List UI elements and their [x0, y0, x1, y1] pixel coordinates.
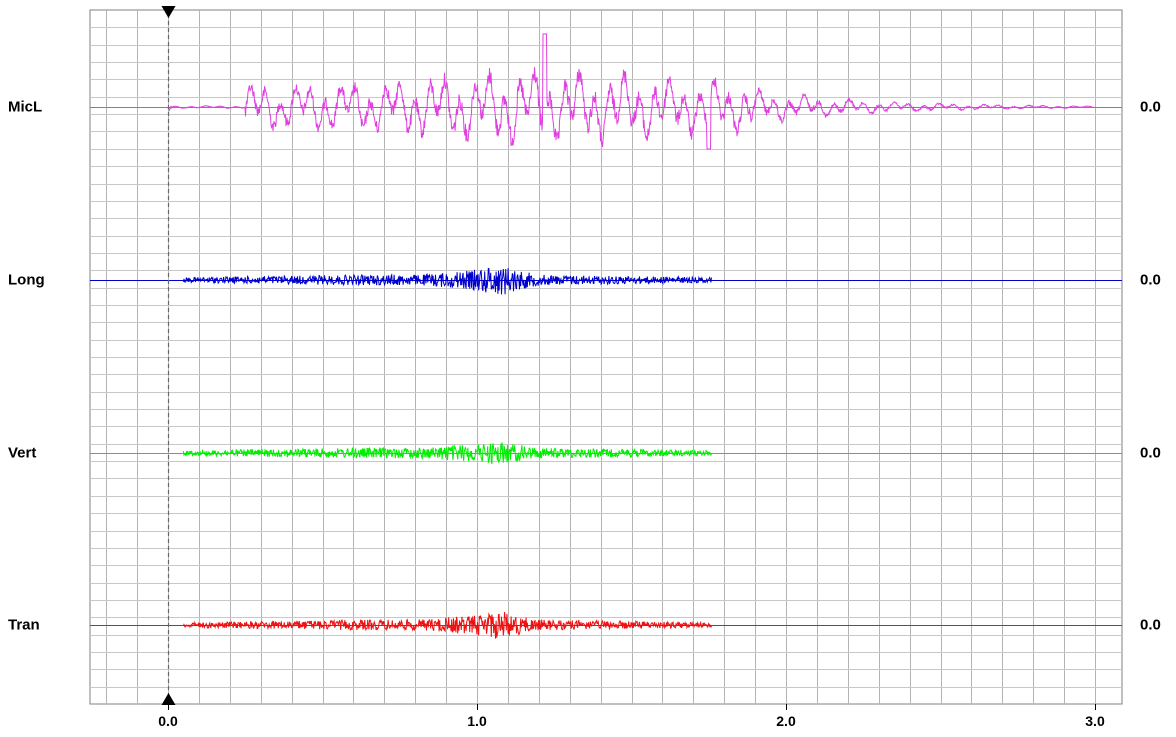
trace-vert: [182, 442, 712, 465]
channel-baselines: [90, 107, 1122, 626]
zero-label-long: 0.0: [1140, 271, 1161, 289]
channel-label-tran: Tran: [8, 616, 40, 634]
zero-label-micl: 0.0: [1140, 98, 1161, 116]
marker-top-arrow: [161, 6, 176, 18]
time-marker: [161, 6, 176, 705]
x-tick-label: 2.0: [776, 713, 796, 729]
channel-label-long: Long: [8, 271, 45, 289]
channel-label-micl: MicL: [8, 98, 43, 116]
x-tick-label: 0.0: [158, 713, 178, 729]
x-tick-label: 1.0: [467, 713, 487, 729]
channel-traces: [167, 33, 1096, 639]
trace-long: [182, 267, 712, 295]
zero-label-tran: 0.0: [1140, 616, 1161, 634]
trace-tran: [183, 611, 712, 639]
marker-bottom-arrow: [161, 693, 176, 705]
trace-micl: [167, 33, 1096, 150]
plot-grid: [89, 9, 1123, 710]
channel-label-vert: Vert: [8, 444, 37, 462]
zero-label-vert: 0.0: [1140, 444, 1161, 462]
x-tick-label: 3.0: [1085, 713, 1105, 729]
